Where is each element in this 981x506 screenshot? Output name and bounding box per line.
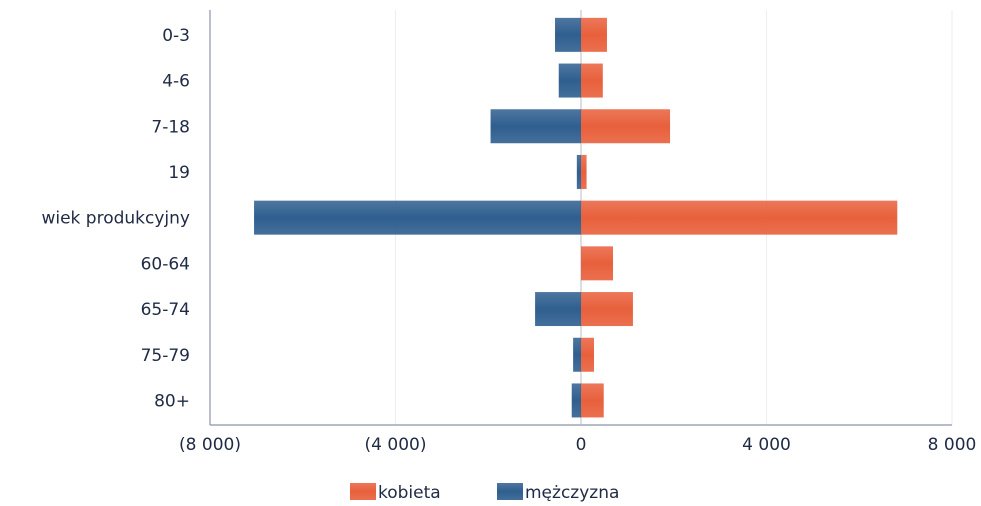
x-tick-label: (8 000) [179, 435, 241, 455]
bar-kobieta-6 [581, 292, 633, 327]
bar-mezczyzna-3 [576, 154, 581, 189]
category-label: 80+ [154, 391, 190, 411]
category-labels: 0-3 4-6 7-18 19 wiek produkcyjny 60-64 65-74 75… [41, 26, 190, 412]
bar-kobieta-1 [581, 63, 603, 98]
bar-kobieta-3 [581, 154, 587, 189]
category-label: 75-79 [141, 346, 190, 366]
bar-mezczyzna-8 [571, 383, 581, 418]
x-tick-labels: (8 000) (4 000) 0 4 000 8 000 [179, 435, 976, 455]
category-label: wiek produkcyjny [41, 209, 190, 229]
legend-swatch-kobieta [350, 483, 376, 500]
bar-mezczyzna-0 [555, 17, 581, 52]
legend-label-mezczyzna: mężczyzna [525, 483, 619, 503]
legend: kobieta mężczyzna [350, 483, 619, 503]
x-tick-label: 0 [576, 435, 587, 455]
x-tick-label: 4 000 [742, 435, 791, 455]
legend-swatch-mezczyzna [497, 483, 523, 500]
category-label: 0-3 [162, 26, 190, 46]
bar-kobieta-7 [581, 337, 594, 372]
bar-kobieta-2 [581, 109, 671, 144]
bar-mezczyzna-2 [490, 109, 581, 144]
category-label: 60-64 [141, 254, 190, 274]
bar-kobieta-8 [581, 383, 604, 418]
bar-mezczyzna-4 [254, 200, 581, 235]
x-tick-label: 8 000 [928, 435, 977, 455]
bar-kobieta-5 [581, 246, 613, 281]
category-label: 19 [168, 163, 190, 183]
bar-mezczyzna-1 [558, 63, 581, 98]
bar-kobieta-4 [581, 200, 898, 235]
legend-label-kobieta: kobieta [378, 483, 441, 503]
category-label: 7-18 [151, 117, 190, 137]
category-label: 4-6 [162, 72, 190, 92]
bars-layer [254, 17, 898, 418]
bar-mezczyzna-7 [573, 337, 581, 372]
bar-kobieta-0 [581, 17, 607, 52]
bar-mezczyzna-6 [535, 292, 581, 327]
category-label: 65-74 [141, 300, 190, 320]
x-tick-label: (4 000) [365, 435, 427, 455]
